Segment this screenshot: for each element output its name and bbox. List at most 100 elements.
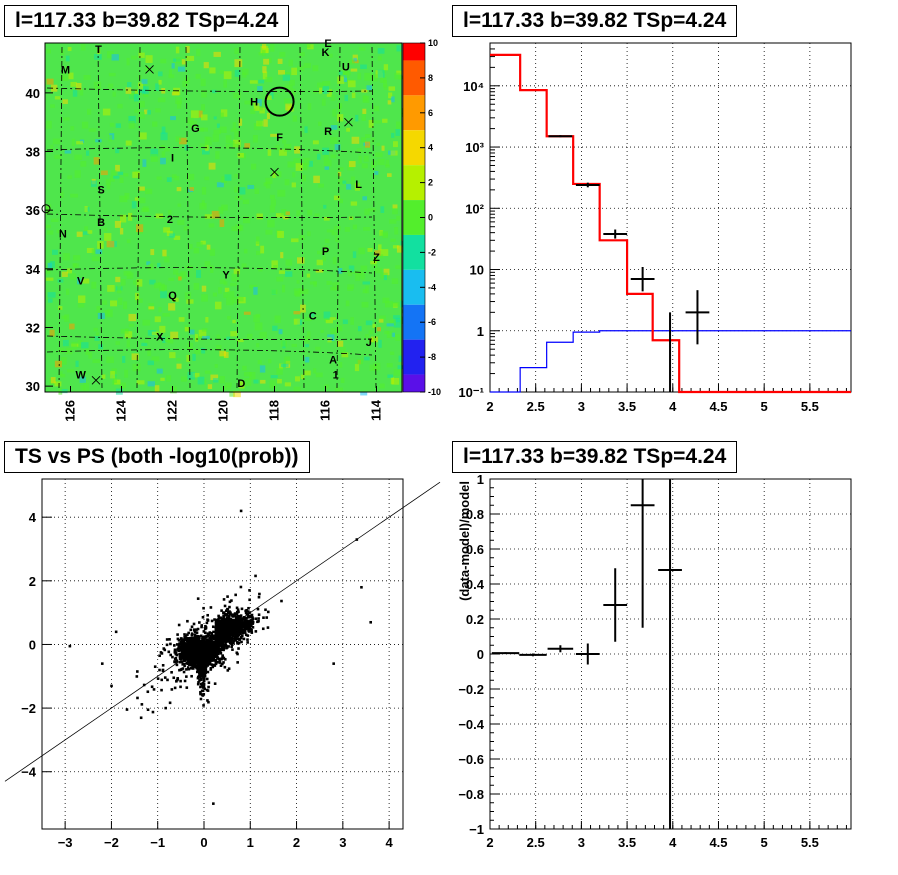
map-pixel xyxy=(225,135,232,144)
map-pixel xyxy=(319,87,323,94)
scatter-point xyxy=(221,632,224,635)
scatter-point xyxy=(203,652,207,656)
scatter-point xyxy=(179,640,183,644)
scatter-point xyxy=(160,678,164,682)
map-pixel xyxy=(301,289,309,295)
map-pixel xyxy=(378,318,384,323)
scatter-point xyxy=(221,639,224,643)
map-pixel xyxy=(168,303,176,311)
map-pixel xyxy=(50,104,55,108)
map-pixel xyxy=(46,269,51,275)
map-pixel xyxy=(91,256,100,262)
scatter-point xyxy=(193,630,197,634)
map-pixel xyxy=(247,333,253,340)
scatter-point xyxy=(248,589,251,592)
map-pixel xyxy=(304,317,312,322)
map-pixel xyxy=(147,360,155,366)
scatter-point xyxy=(200,689,204,693)
scatter-x-tick-label: −2 xyxy=(104,835,119,850)
scatter-point xyxy=(238,638,241,642)
scatter-point xyxy=(183,633,186,636)
scatter-point xyxy=(210,631,213,635)
map-pixel xyxy=(106,240,115,248)
map-pixel xyxy=(356,358,364,365)
map-pixel xyxy=(316,259,323,266)
map-pixel xyxy=(108,72,116,77)
scatter-point xyxy=(200,662,204,665)
scatter-x-tick-label: 0 xyxy=(200,835,207,850)
map-pixel xyxy=(387,374,394,378)
scatter-point xyxy=(214,640,218,644)
map-pixel xyxy=(226,297,234,306)
map-pixel xyxy=(237,152,244,158)
scatter-point xyxy=(207,658,211,661)
map-pixel xyxy=(231,143,240,148)
scatter-point xyxy=(200,660,204,664)
scatter-point xyxy=(211,625,215,629)
map-pixel xyxy=(263,119,268,127)
scatter-point xyxy=(209,650,212,654)
map-pixel xyxy=(212,292,218,297)
scatter-point xyxy=(204,648,208,651)
residual-x-tick-label: 5.5 xyxy=(801,835,819,850)
map-pixel xyxy=(324,317,330,322)
map-pixel xyxy=(132,280,138,285)
map-pixel xyxy=(269,205,276,213)
scatter-point xyxy=(204,655,208,658)
map-pixel xyxy=(192,372,200,378)
scatter-point xyxy=(158,654,161,658)
scatter-point xyxy=(168,701,172,705)
scatter-point xyxy=(245,612,249,616)
map-pixel xyxy=(204,214,213,219)
map-pixel xyxy=(65,66,69,72)
map-pixel xyxy=(323,217,330,221)
residual-y-tick-label: −0.6 xyxy=(458,752,484,767)
map-pixel xyxy=(371,160,377,167)
map-pixel xyxy=(384,330,389,335)
scatter-point xyxy=(222,645,225,649)
scatter-point xyxy=(204,635,208,638)
map-pixel xyxy=(161,284,167,292)
map-pixel xyxy=(80,384,86,391)
map-pixel xyxy=(364,72,373,81)
map-pixel xyxy=(325,319,333,324)
scatter-point xyxy=(173,660,176,663)
map-pixel xyxy=(278,329,283,335)
scatter-point xyxy=(181,652,184,655)
scatter-point xyxy=(188,649,192,653)
scatter-point xyxy=(219,616,223,620)
map-pixel xyxy=(366,85,372,90)
map-pixel xyxy=(85,348,90,355)
scatter-point xyxy=(190,633,194,637)
map-pixel xyxy=(368,330,374,335)
scatter-point xyxy=(176,648,179,651)
map-pixel xyxy=(249,80,258,84)
map-pixel xyxy=(358,247,366,255)
map-pixel xyxy=(358,155,362,164)
scatter-point xyxy=(179,668,183,672)
map-pixel xyxy=(219,376,225,384)
scatter-point xyxy=(264,608,267,612)
map-pixel xyxy=(47,262,53,268)
map-pixel xyxy=(117,297,123,305)
scatter-point xyxy=(232,629,236,633)
map-pixel xyxy=(177,203,182,207)
map-pixel xyxy=(47,292,56,298)
spectrum-panel: 2 2.5 3 3.5 4 4.5 5 5.5 10⁻¹ 1 10 10² 10³ 10⁴ xyxy=(458,42,852,414)
map-pixel xyxy=(272,171,277,178)
map-pixel xyxy=(330,125,338,130)
scatter-point xyxy=(230,623,233,626)
map-pixel xyxy=(161,126,166,134)
scatter-point xyxy=(176,637,180,641)
scatter-point xyxy=(218,643,222,646)
map-pixel xyxy=(115,276,121,283)
map-pixel xyxy=(120,328,129,334)
map-pixel xyxy=(161,151,166,158)
map-pixel xyxy=(341,69,348,75)
map-pixel xyxy=(394,227,399,235)
colorbar-tick-label: -2 xyxy=(428,247,436,257)
map-pixel xyxy=(392,207,398,215)
map-pixel xyxy=(343,75,348,82)
map-pixel xyxy=(219,126,227,133)
map-pixel xyxy=(155,108,161,113)
